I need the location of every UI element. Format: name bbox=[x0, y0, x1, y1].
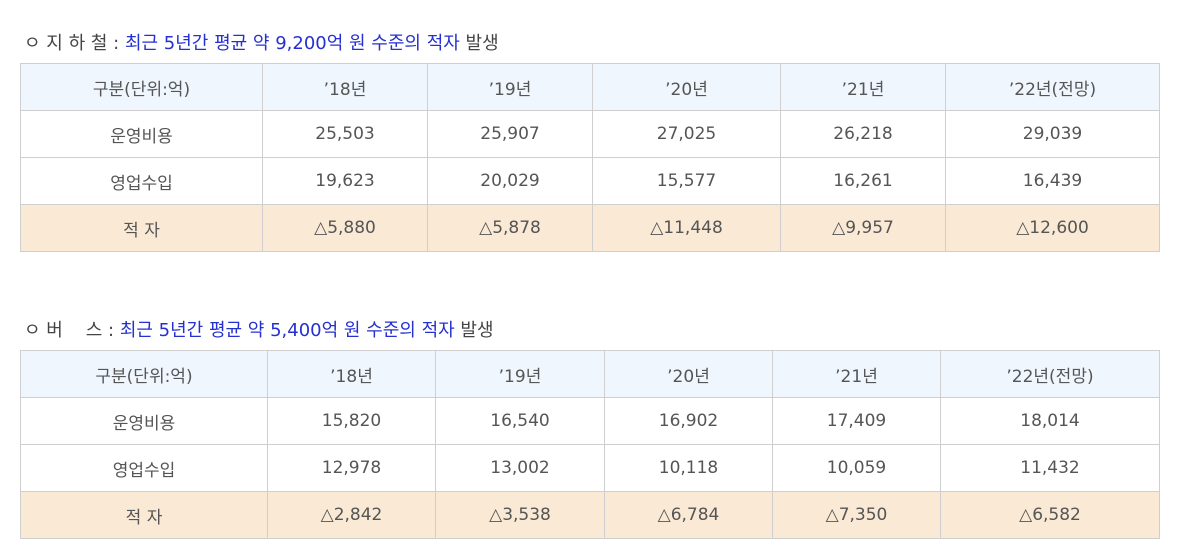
table-cell: △7,350 bbox=[772, 491, 941, 539]
header-row: 구분(단위:억) ’18년 ’19년 ’20년 ’21년 ’22년(전망) bbox=[20, 63, 1160, 111]
table-cell: 운영비용 bbox=[20, 397, 268, 445]
table-cell: 12,978 bbox=[267, 444, 436, 492]
heading-suffix: 발생 bbox=[460, 320, 494, 341]
table-cell: △3,538 bbox=[435, 491, 605, 539]
table-cell: 17,409 bbox=[772, 397, 941, 445]
section: ㅇ 지 하 철 : 최근 5년간 평균 약 9,200억 원 수준의 적자 발생… bbox=[20, 29, 1160, 252]
heading-prefix: ㅇ 지 하 철 : bbox=[24, 33, 120, 54]
table-row: 적 자 △5,880 △5,878 △11,448 △9,957 △12,600 bbox=[20, 204, 1160, 252]
header-cell: ’20년 bbox=[592, 63, 781, 111]
header-cell: ’21년 bbox=[780, 63, 946, 111]
table-cell: 27,025 bbox=[592, 110, 781, 158]
table-cell: 25,907 bbox=[427, 110, 593, 158]
header-cell: ’18년 bbox=[267, 350, 436, 398]
header-cell: ’19년 bbox=[427, 63, 593, 111]
table-cell: 적 자 bbox=[20, 204, 263, 252]
header-cell: ’22년(전망) bbox=[945, 63, 1160, 111]
heading-prefix: ㅇ 버 스 : bbox=[24, 320, 115, 341]
table-cell: 16,902 bbox=[604, 397, 773, 445]
table-cell: △6,582 bbox=[940, 491, 1160, 539]
table-cell: 적 자 bbox=[20, 491, 268, 539]
table-cell: 29,039 bbox=[945, 110, 1160, 158]
data-table: 구분(단위:억) ’18년 ’19년 ’20년 ’21년 ’22년(전망) 운영비용 15,8… bbox=[20, 350, 1160, 539]
heading-suffix: 발생 bbox=[465, 33, 499, 54]
table-cell: 10,059 bbox=[772, 444, 941, 492]
table-cell: △9,957 bbox=[780, 204, 946, 252]
table-cell: 13,002 bbox=[435, 444, 605, 492]
heading-highlight: 최근 5년간 평균 약 5,400억 원 수준의 적자 bbox=[119, 320, 455, 341]
table-row: 운영비용 25,503 25,907 27,025 26,218 29,039 bbox=[20, 110, 1160, 158]
data-table: 구분(단위:억) ’18년 ’19년 ’20년 ’21년 ’22년(전망) 운영비용 25,5… bbox=[20, 63, 1160, 252]
table-cell: △5,878 bbox=[427, 204, 593, 252]
table-row: 적 자 △2,842 △3,538 △6,784 △7,350 △6,582 bbox=[20, 491, 1160, 539]
header-cell: 구분(단위:억) bbox=[20, 350, 268, 398]
header-cell: ’19년 bbox=[435, 350, 605, 398]
table-cell: △11,448 bbox=[592, 204, 781, 252]
table-cell: 영업수입 bbox=[20, 157, 263, 205]
table-cell: △2,842 bbox=[267, 491, 436, 539]
header-cell: ’20년 bbox=[604, 350, 773, 398]
header-cell: 구분(단위:억) bbox=[20, 63, 263, 111]
section-heading: ㅇ 버 스 : 최근 5년간 평균 약 5,400억 원 수준의 적자 발생 bbox=[24, 316, 1159, 341]
table-cell: 15,820 bbox=[267, 397, 436, 445]
table-cell: 26,218 bbox=[780, 110, 946, 158]
table-cell: 16,540 bbox=[435, 397, 605, 445]
header-cell: ’22년(전망) bbox=[940, 350, 1160, 398]
table-cell: 19,623 bbox=[262, 157, 428, 205]
header-cell: ’18년 bbox=[262, 63, 428, 111]
header-cell: ’21년 bbox=[772, 350, 941, 398]
table-cell: 18,014 bbox=[940, 397, 1160, 445]
table-cell: 운영비용 bbox=[20, 110, 263, 158]
table-row: 영업수입 19,623 20,029 15,577 16,261 16,439 bbox=[20, 157, 1160, 205]
header-row: 구분(단위:억) ’18년 ’19년 ’20년 ’21년 ’22년(전망) bbox=[20, 350, 1160, 398]
table-cell: 15,577 bbox=[592, 157, 781, 205]
table-cell: 25,503 bbox=[262, 110, 428, 158]
table-cell: 10,118 bbox=[604, 444, 773, 492]
table-cell: 11,432 bbox=[940, 444, 1160, 492]
table-cell: △6,784 bbox=[604, 491, 773, 539]
table-cell: 16,261 bbox=[780, 157, 946, 205]
table-cell: 20,029 bbox=[427, 157, 593, 205]
table-cell: △5,880 bbox=[262, 204, 428, 252]
table-cell: △12,600 bbox=[945, 204, 1160, 252]
heading-highlight: 최근 5년간 평균 약 9,200억 원 수준의 적자 bbox=[124, 33, 460, 54]
section-heading: ㅇ 지 하 철 : 최근 5년간 평균 약 9,200억 원 수준의 적자 발생 bbox=[24, 29, 1159, 54]
table-cell: 16,439 bbox=[945, 157, 1160, 205]
table-row: 운영비용 15,820 16,540 16,902 17,409 18,014 bbox=[20, 397, 1160, 445]
table-row: 영업수입 12,978 13,002 10,118 10,059 11,432 bbox=[20, 444, 1160, 492]
table-cell: 영업수입 bbox=[20, 444, 268, 492]
